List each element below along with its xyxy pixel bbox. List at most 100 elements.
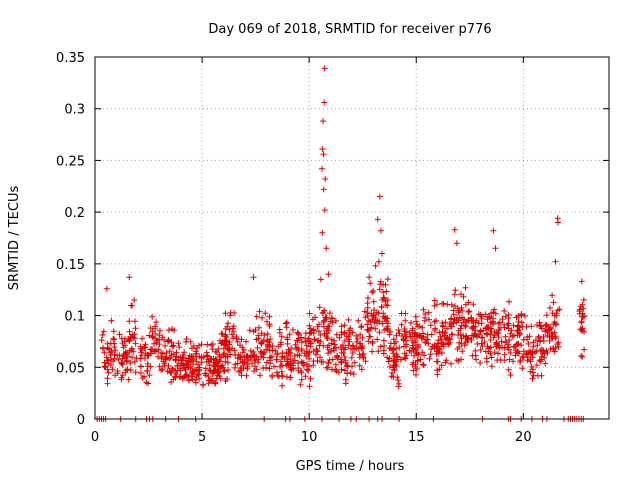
data-point: [298, 334, 304, 341]
data-point: [372, 262, 379, 269]
data-point: [322, 176, 329, 182]
data-point: [137, 370, 144, 376]
data-point: [447, 316, 454, 323]
data-point: [118, 376, 125, 383]
data-point: [483, 330, 490, 337]
data-point: [341, 367, 348, 374]
data-point: [139, 335, 146, 342]
data-point: [490, 227, 497, 234]
data-point: [548, 334, 555, 340]
data-point: [510, 358, 517, 365]
data-point: [457, 325, 464, 332]
data-point: [141, 373, 148, 380]
data-point: [439, 328, 446, 335]
data-point: [306, 310, 313, 317]
data-point: [321, 99, 328, 106]
data-point: [468, 337, 475, 343]
data-point: [458, 356, 464, 363]
data-point: [350, 343, 357, 350]
data-point: [152, 325, 159, 332]
data-point: [287, 350, 294, 357]
data-point: [240, 346, 247, 353]
data-point: [287, 374, 294, 381]
data-point: [240, 365, 247, 371]
data-point: [504, 344, 511, 351]
data-point: [253, 366, 260, 373]
data-point: [278, 333, 285, 340]
data-point: [338, 356, 345, 363]
data-point: [579, 327, 586, 334]
data-point: [345, 336, 352, 343]
data-point: [387, 328, 394, 335]
data-point: [393, 332, 400, 339]
data-point: [536, 335, 543, 342]
data-point: [365, 295, 371, 301]
data-point: [438, 336, 445, 343]
data-point: [519, 353, 526, 360]
data-point: [439, 300, 445, 307]
data-point: [454, 317, 460, 324]
data-point: [189, 376, 196, 383]
data-point: [401, 328, 408, 335]
data-point: [286, 331, 293, 338]
data-point: [165, 336, 172, 343]
data-point: [222, 325, 229, 332]
data-point: [528, 323, 535, 330]
data-point: [391, 367, 398, 374]
data-point: [325, 327, 332, 334]
data-point: [256, 324, 262, 331]
data-point: [422, 311, 429, 317]
data-point: [200, 382, 207, 388]
data-point: [495, 334, 502, 341]
data-point: [386, 331, 393, 338]
data-point: [502, 333, 509, 340]
data-point: [349, 350, 356, 356]
data-point: [149, 333, 156, 340]
data-point: [147, 363, 154, 370]
data-point: [234, 338, 241, 345]
data-point: [393, 363, 400, 370]
data-point: [112, 347, 119, 354]
data-point: [515, 313, 522, 319]
data-point: [547, 304, 553, 311]
data-point: [537, 322, 543, 329]
data-point: [372, 325, 379, 332]
data-point: [484, 343, 491, 350]
data-point: [253, 313, 260, 320]
data-point: [359, 334, 366, 341]
data-point: [474, 333, 481, 340]
data-point: [479, 334, 485, 341]
data-point: [195, 361, 202, 368]
data-point: [375, 348, 382, 355]
data-point: [266, 365, 273, 372]
data-point: [547, 346, 554, 352]
data-point: [402, 355, 409, 362]
data-point: [302, 335, 309, 342]
y-tick-label: 0.15: [56, 258, 85, 273]
data-point: [181, 373, 188, 380]
data-point: [549, 292, 556, 299]
data-point: [518, 311, 525, 317]
data-point: [175, 340, 182, 347]
data-point: [132, 325, 139, 332]
data-point: [368, 324, 375, 331]
data-point: [243, 372, 250, 379]
data-point: [426, 355, 433, 362]
data-point: [396, 344, 403, 351]
data-point: [527, 368, 534, 375]
data-point: [505, 315, 512, 321]
data-point: [442, 319, 449, 326]
data-point: [390, 357, 397, 364]
data-point: [494, 330, 501, 337]
data-point: [177, 365, 184, 372]
data-point: [298, 339, 305, 346]
data-point: [468, 318, 475, 324]
data-point: [250, 274, 257, 281]
data-point: [261, 349, 268, 356]
data-point: [518, 342, 525, 349]
data-point: [481, 339, 488, 345]
data-point: [344, 363, 351, 370]
data-point: [433, 317, 440, 324]
x-tick-label: 10: [301, 430, 318, 445]
x-tick-label: 0: [91, 430, 99, 445]
